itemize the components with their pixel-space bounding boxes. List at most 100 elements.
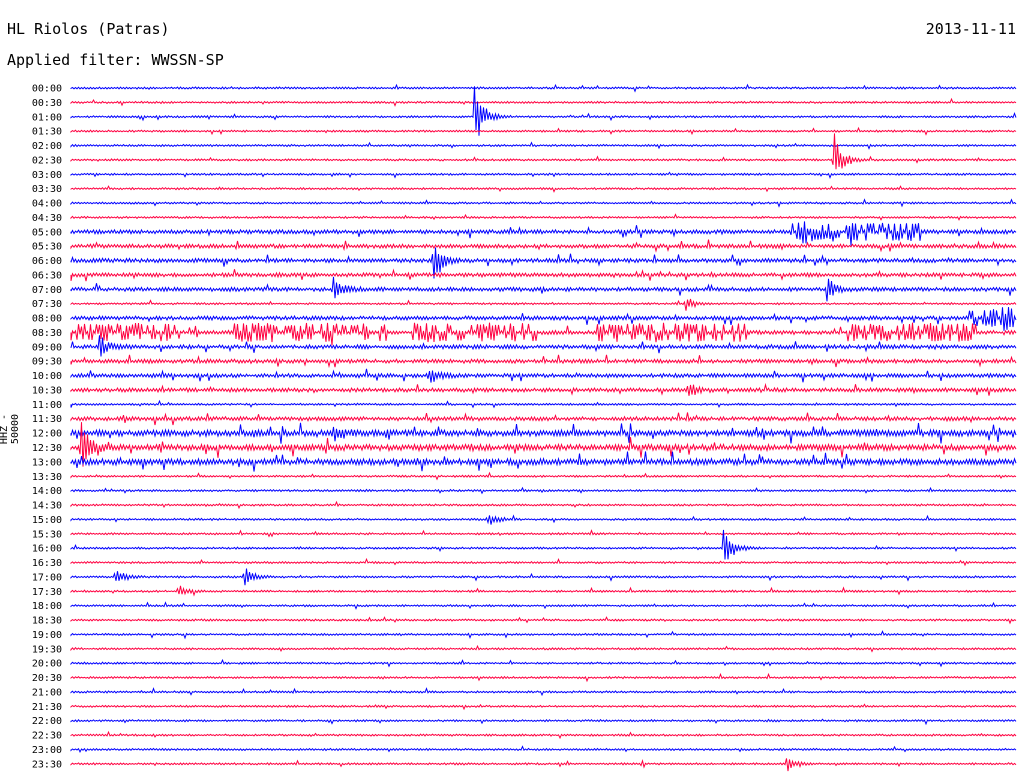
- trace-line: [70, 221, 1017, 246]
- row-time-label: 04:30: [32, 213, 62, 224]
- trace-line: [70, 298, 1017, 311]
- trace-line: [70, 126, 1017, 136]
- row-time-label: 20:30: [32, 673, 62, 684]
- trace-line: [70, 644, 1017, 653]
- row-time-label: 14:00: [32, 486, 62, 497]
- trace-line: [70, 585, 1017, 597]
- trace-line: [70, 354, 1017, 369]
- trace-line: [70, 86, 1017, 136]
- trace-line: [70, 422, 1017, 467]
- trace-line: [70, 514, 1017, 525]
- trace-line: [70, 141, 1017, 150]
- row-time-label: 00:30: [32, 98, 62, 109]
- row-time-label: 18:30: [32, 616, 62, 627]
- station-title: HL Riolos (Patras): [7, 20, 170, 38]
- trace-line: [70, 307, 1017, 331]
- trace-line: [70, 745, 1017, 754]
- row-time-label: 07:00: [32, 285, 62, 296]
- row-time-label: 21:30: [32, 702, 62, 713]
- row-time-label: 14:30: [32, 501, 62, 512]
- row-time-label: 02:00: [32, 141, 62, 152]
- row-time-label: 08:30: [32, 328, 62, 339]
- trace-line: [70, 268, 1017, 282]
- trace-line: [70, 616, 1017, 625]
- trace-line: [70, 471, 1017, 481]
- row-time-label: 18:00: [32, 601, 62, 612]
- trace-line: [70, 672, 1017, 683]
- row-time-label: 12:00: [32, 429, 62, 440]
- trace-line: [70, 276, 1017, 302]
- row-time-label: 20:00: [32, 659, 62, 670]
- row-time-label: 19:00: [32, 630, 62, 641]
- row-time-label: 01:00: [32, 112, 62, 123]
- trace-line: [70, 422, 1017, 444]
- row-time-label: 03:30: [32, 184, 62, 195]
- row-time-label: 16:00: [32, 544, 62, 555]
- trace-line: [70, 335, 1017, 357]
- date-label: 2013-11-11: [925, 20, 1016, 38]
- row-time-label: 04:00: [32, 199, 62, 210]
- trace-line: [70, 500, 1017, 510]
- trace-line: [70, 213, 1017, 221]
- trace-line: [70, 529, 1017, 538]
- trace-line: [70, 451, 1017, 472]
- trace-line: [70, 171, 1017, 179]
- row-time-label: 02:30: [32, 155, 62, 166]
- trace-line: [70, 758, 1017, 772]
- trace-line: [70, 185, 1017, 193]
- trace-line: [70, 382, 1017, 396]
- row-time-label: 07:30: [32, 299, 62, 310]
- trace-line: [70, 630, 1017, 640]
- trace-line: [70, 687, 1017, 697]
- row-time-label: 17:30: [32, 587, 62, 598]
- trace-line: [70, 529, 1017, 560]
- row-time-label: 12:30: [32, 443, 62, 454]
- row-time-label: 09:30: [32, 357, 62, 368]
- row-time-label: 15:30: [32, 529, 62, 540]
- trace-line: [70, 557, 1017, 567]
- row-time-label: 19:30: [32, 644, 62, 655]
- row-time-label: 11:30: [32, 414, 62, 425]
- row-time-label: 06:00: [32, 256, 62, 267]
- trace-line: [70, 568, 1017, 586]
- row-time-label: 01:30: [32, 127, 62, 138]
- trace-line: [70, 239, 1017, 253]
- trace-line: [70, 133, 1017, 170]
- row-time-label: 11:00: [32, 400, 62, 411]
- trace-line: [70, 412, 1017, 426]
- row-time-label: 22:00: [32, 716, 62, 727]
- trace-line: [70, 658, 1017, 668]
- trace-line: [70, 486, 1017, 495]
- row-time-label: 05:30: [32, 242, 62, 253]
- trace-line: [70, 399, 1017, 409]
- trace-line: [70, 368, 1017, 383]
- row-time-label: 10:00: [32, 371, 62, 382]
- trace-line: [70, 322, 1017, 346]
- row-time-label: 05:00: [32, 227, 62, 238]
- row-time-label: 13:00: [32, 457, 62, 468]
- row-time-label: 03:00: [32, 170, 62, 181]
- trace-line: [70, 718, 1017, 726]
- row-time-label: 00:00: [32, 84, 62, 95]
- row-time-label: 22:30: [32, 731, 62, 742]
- row-time-label: 23:30: [32, 759, 62, 770]
- trace-line: [70, 730, 1017, 740]
- row-time-label: 16:30: [32, 558, 62, 569]
- trace-line: [70, 601, 1017, 610]
- row-time-label: 09:00: [32, 342, 62, 353]
- trace-line: [70, 97, 1017, 107]
- trace-line: [70, 247, 1017, 279]
- filter-label: Applied filter: WWSSN-SP: [7, 51, 224, 69]
- row-time-label: 17:00: [32, 572, 62, 583]
- row-time-label: 23:00: [32, 745, 62, 756]
- row-time-label: 15:00: [32, 515, 62, 526]
- trace-line: [70, 198, 1017, 208]
- row-time-label: 08:00: [32, 314, 62, 325]
- trace-line: [70, 83, 1017, 93]
- row-time-label: 06:30: [32, 270, 62, 281]
- trace-line: [70, 703, 1017, 711]
- row-time-label: 13:30: [32, 472, 62, 483]
- row-time-label: 10:30: [32, 385, 62, 396]
- row-time-label: 21:00: [32, 687, 62, 698]
